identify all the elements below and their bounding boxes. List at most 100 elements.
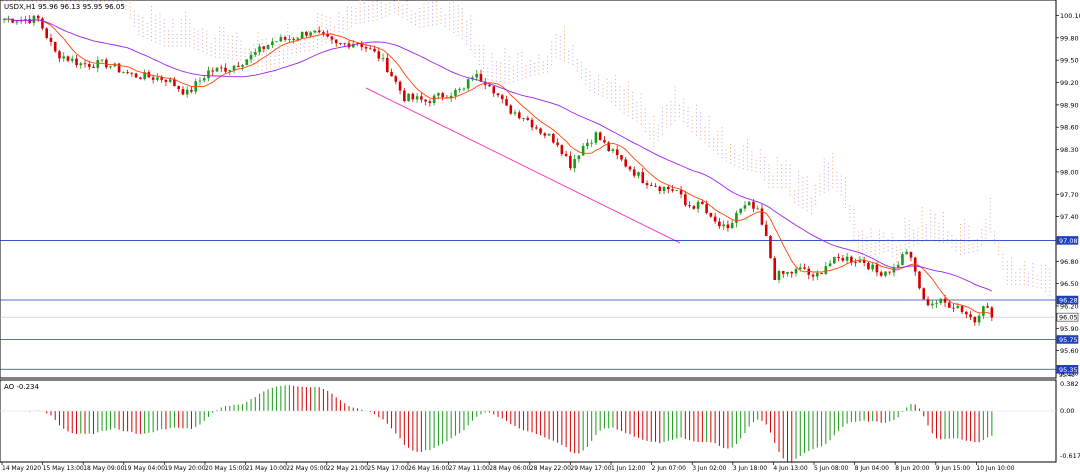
price-tick-label: 99.80 [1060,34,1079,42]
cloud-dot [981,232,983,234]
cloud-dot [704,138,706,140]
cloud-dot [551,52,553,54]
cloud-dot [810,212,812,214]
cloud-dot [938,233,940,235]
cloud-dot [546,63,548,65]
cloud-dot [525,76,527,78]
cloud-dot [649,138,651,140]
cloud-dot [883,247,885,249]
cloud-dot [921,237,923,239]
cloud-dot [891,237,893,239]
cloud-dot [185,34,187,36]
cloud-dot [1011,268,1013,270]
cloud-dot [308,34,310,36]
cloud-dot [887,250,889,252]
cloud-dot [300,40,302,42]
cloud-dot [1032,266,1034,268]
candle-bear [373,48,376,52]
cloud-dot [721,153,723,155]
cloud-dot [623,97,625,99]
cloud-dot [1011,272,1013,274]
cloud-dot [1049,291,1051,293]
cloud-dot [959,242,961,244]
candle-bull [730,222,734,229]
candle-bear [679,190,683,195]
cloud-dot [908,231,910,233]
cloud-dot [189,37,191,39]
cloud-dot [512,73,514,75]
cloud-dot [10,0,12,2]
cloud-dot [598,86,600,88]
cloud-dot [78,0,80,2]
cloud-dot [964,234,966,236]
cloud-dot [151,9,153,11]
cloud-dot [419,8,421,10]
cloud-dot [798,204,800,206]
cloud-dot [674,101,676,103]
candle-bear [219,67,223,69]
cloud-dot [764,164,766,166]
cloud-dot [989,197,991,199]
cloud-dot [819,186,821,188]
cloud-dot [1015,272,1017,274]
cloud-dot [168,34,170,36]
candle-bull [466,79,470,89]
candle-bear [87,64,91,67]
cloud-dot [700,134,702,136]
cloud-dot [478,45,480,47]
cloud-dot [436,12,438,14]
cloud-dot [219,56,221,58]
cloud-dot [708,119,710,121]
cloud-dot [274,70,276,72]
cloud-dot [236,51,238,53]
cloud-dot [968,237,970,239]
cloud-dot [844,177,846,179]
candle-bull [824,266,828,274]
cloud-dot [376,19,378,21]
cloud-dot [883,232,885,234]
candle-bear [83,63,87,65]
cloud-dot [653,123,655,125]
cloud-dot [559,47,561,49]
cloud-dot [423,18,425,20]
cloud-dot [253,51,255,53]
cloud-dot [82,0,84,2]
cloud-dot [836,183,838,185]
cloud-dot [372,12,374,14]
cloud-dot [806,191,808,193]
cloud-dot [240,51,242,53]
candle-bear [705,203,708,213]
cloud-dot [793,197,795,199]
cloud-dot [879,252,881,254]
cloud-dot [1049,276,1051,278]
cloud-dot [155,41,157,43]
cloud-dot [265,38,267,40]
cloud-dot [598,75,600,77]
cloud-dot [308,46,310,48]
cloud-dot [815,192,817,194]
cloud-dot [657,135,659,137]
cloud-dot [853,224,855,226]
cloud-dot [606,97,608,99]
cloud-dot [589,82,591,84]
cloud-dot [163,45,165,47]
cloud-dot [589,89,591,91]
cloud-dot [640,116,642,118]
cloud-dot [1032,281,1034,283]
candle-bull [15,21,19,23]
cloud-dot [968,225,970,227]
cloud-dot [257,32,259,34]
candle-bull [32,15,36,23]
cloud-dot [329,32,331,34]
cloud-dot [478,60,480,62]
cloud-dot [942,238,944,240]
cloud-dot [781,183,783,185]
cloud-dot [632,99,634,101]
cloud-dot [214,37,216,39]
cloud-dot [615,104,617,106]
cloud-dot [300,51,302,53]
cloud-dot [129,17,131,19]
candle-bear [649,185,653,186]
cloud-dot [304,43,306,45]
